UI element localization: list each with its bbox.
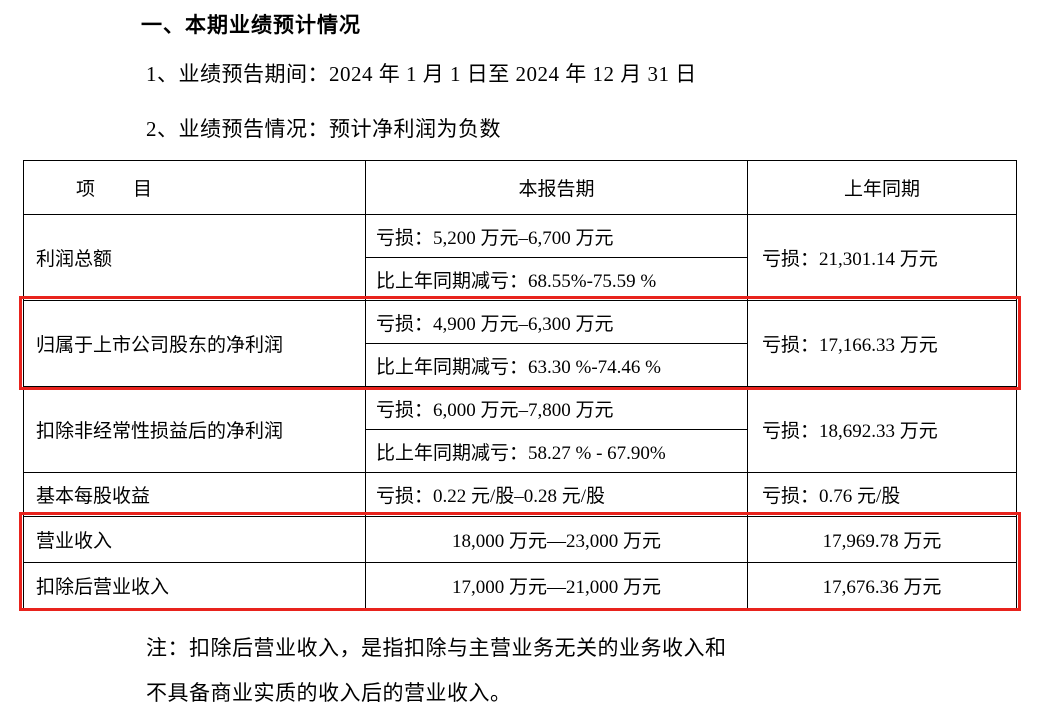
current-change: 比上年同期减亏：63.30 %-74.46 % [365, 343, 748, 387]
forecast-period-line: 1、业绩预告期间：2024 年 1 月 1 日至 2024 年 12 月 31 … [146, 62, 697, 86]
row-label-basic-eps: 基本每股收益 [23, 472, 366, 517]
col-header-current-period: 本报告期 [365, 160, 748, 215]
table-row: 利润总额 亏损：5,200 万元–6,700 万元 亏损：21,301.14 万… [23, 214, 1017, 301]
col-header-item: 项 目 [23, 160, 366, 215]
current-change: 比上年同期减亏：68.55%-75.59 % [365, 257, 748, 301]
table-row: 营业收入 18,000 万元—23,000 万元 17,969.78 万元 [23, 516, 1017, 563]
table-row: 比上年同期减亏：68.55%-75.59 % [24, 257, 1017, 301]
note-line-2: 不具备商业实质的收入后的营业收入。 [146, 681, 512, 705]
table-row: 扣除非经常性损益后的净利润 亏损：6,000 万元–7,800 万元 亏损：18… [23, 386, 1017, 473]
current-value: 17,000 万元—21,000 万元 [365, 562, 748, 609]
performance-forecast-table: 项 目 本报告期 上年同期 利润总额 亏损：5,200 万元–6,700 万元 … [23, 160, 1017, 609]
current-value: 亏损：5,200 万元–6,700 万元 [365, 214, 748, 258]
prior-value: 17,969.78 万元 [747, 516, 1017, 563]
row-label-operating-revenue: 营业收入 [23, 516, 366, 563]
table-row: 扣除后营业收入 17,000 万元—21,000 万元 17,676.36 万元 [23, 562, 1017, 609]
current-value: 亏损：6,000 万元–7,800 万元 [365, 386, 748, 430]
current-value: 亏损：4,900 万元–6,300 万元 [365, 300, 748, 344]
prior-value: 亏损：0.76 元/股 [747, 472, 1017, 517]
prior-value: 亏损：21,301.14 万元 [747, 214, 1017, 301]
current-value: 18,000 万元—23,000 万元 [365, 516, 748, 563]
forecast-summary-line: 2、业绩预告情况：预计净利润为负数 [146, 117, 501, 141]
current-change: 比上年同期减亏：58.27 % - 67.90% [365, 429, 748, 473]
page-title: 一、本期业绩预计情况 [141, 13, 361, 37]
col-header-prior-period: 上年同期 [747, 160, 1017, 215]
current-value: 亏损：0.22 元/股–0.28 元/股 [365, 472, 748, 517]
prior-value: 亏损：17,166.33 万元 [747, 300, 1017, 387]
table-row: 比上年同期减亏：63.30 %-74.46 % [24, 343, 1017, 387]
row-label-revenue-after-deduction: 扣除后营业收入 [23, 562, 366, 609]
prior-value: 亏损：18,692.33 万元 [747, 386, 1017, 473]
table-header-row: 项 目 本报告期 上年同期 [23, 160, 1017, 215]
note-line-1: 注：扣除后营业收入，是指扣除与主营业务无关的业务收入和 [146, 636, 727, 660]
table-row: 基本每股收益 亏损：0.22 元/股–0.28 元/股 亏损：0.76 元/股 [23, 472, 1017, 517]
table-row: 归属于上市公司股东的净利润 亏损：4,900 万元–6,300 万元 亏损：17… [23, 300, 1017, 387]
prior-value: 17,676.36 万元 [747, 562, 1017, 609]
row-label-net-profit-excl-nonrecurring: 扣除非经常性损益后的净利润 [23, 386, 366, 473]
row-label-net-profit-attributable: 归属于上市公司股东的净利润 [23, 300, 366, 387]
row-label-total-profit: 利润总额 [23, 214, 366, 301]
